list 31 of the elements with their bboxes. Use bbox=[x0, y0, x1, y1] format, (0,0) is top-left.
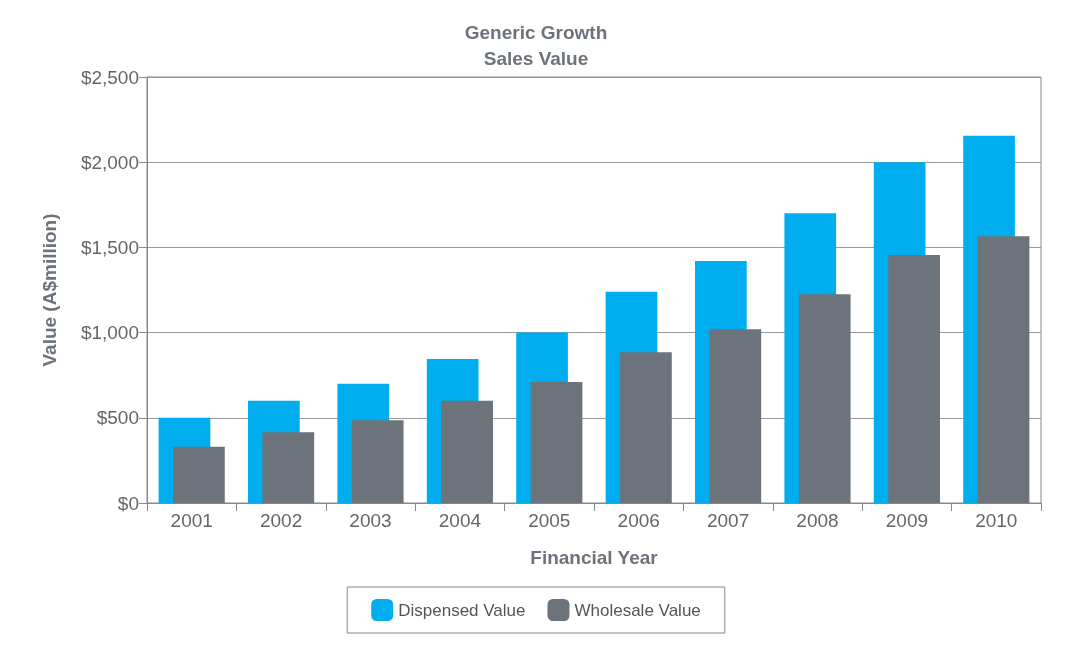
y-tick-label: $2,500 bbox=[80, 66, 139, 88]
bar bbox=[530, 382, 583, 503]
chart-title: Generic Growth Sales Value bbox=[464, 21, 608, 69]
bar bbox=[620, 352, 672, 503]
bar bbox=[709, 329, 762, 503]
y-tick-label: $1,500 bbox=[80, 236, 139, 258]
y-tick-label: $1,000 bbox=[80, 322, 139, 344]
bar bbox=[977, 236, 1030, 503]
bar bbox=[798, 294, 851, 503]
bar bbox=[441, 400, 493, 503]
x-axis-title: Financial Year bbox=[530, 547, 659, 568]
x-tick-label: 2008 bbox=[796, 510, 839, 531]
bar bbox=[351, 420, 404, 503]
bar bbox=[262, 432, 315, 503]
x-tick-label: 2006 bbox=[617, 510, 660, 531]
x-tick-label: 2001 bbox=[170, 510, 213, 531]
legend-label: Dispensed Value bbox=[398, 600, 526, 620]
bar bbox=[888, 255, 940, 503]
y-tick-label: $0 bbox=[117, 492, 139, 514]
y-axis-title: Value (A$million) bbox=[39, 213, 60, 367]
x-tick-label: 2005 bbox=[528, 510, 571, 531]
x-tick-label: 2004 bbox=[438, 510, 482, 531]
y-tick-label: $2,000 bbox=[80, 151, 139, 173]
legend-label: Wholesale Value bbox=[574, 600, 701, 620]
x-tick-label: 2007 bbox=[706, 510, 750, 531]
bar bbox=[173, 446, 225, 503]
x-tick-label: 2009 bbox=[885, 510, 929, 531]
y-tick-label: $500 bbox=[96, 407, 139, 429]
x-tick-label: 2002 bbox=[259, 510, 303, 531]
x-tick-label: 2003 bbox=[349, 510, 392, 531]
x-tick-label: 2010 bbox=[975, 510, 1018, 531]
